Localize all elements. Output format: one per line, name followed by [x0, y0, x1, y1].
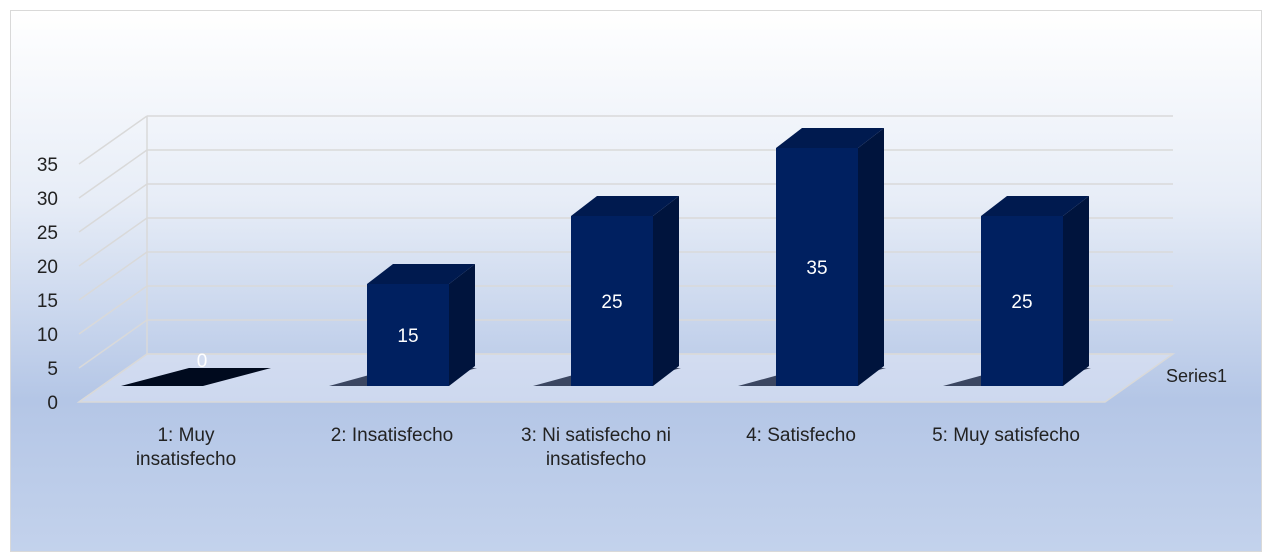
- x-tick-label: 2: Insatisfecho: [331, 425, 454, 446]
- x-tick-label-line: 4: Satisfecho: [746, 425, 856, 446]
- x-tick-label: 4: Satisfecho: [746, 425, 856, 446]
- data-label: 25: [601, 292, 622, 313]
- bar: [571, 216, 653, 386]
- gridline-wall: [78, 319, 148, 369]
- x-tick-label: 3: Ni satisfecho ni insatisfecho: [521, 425, 671, 470]
- bar-top: [981, 196, 1089, 216]
- y-tick-label: 15: [37, 291, 58, 312]
- y-tick-label: 30: [37, 189, 58, 210]
- y-tick-label: 5: [47, 359, 58, 380]
- bar: [776, 148, 858, 386]
- data-label: 35: [806, 258, 827, 279]
- gridline-wall: [78, 115, 148, 165]
- bar-side: [653, 196, 679, 386]
- gridline-wall: [78, 183, 148, 233]
- y-tick-label: 25: [37, 223, 58, 244]
- y-tick-label: 35: [37, 155, 58, 176]
- y-tick-label: 0: [47, 393, 58, 414]
- y-tick-label: 10: [37, 325, 58, 346]
- bar: [367, 284, 449, 386]
- gridline-wall: [78, 217, 148, 267]
- x-tick-label-line: 3: Ni satisfecho ni: [521, 425, 671, 446]
- x-tick-label-line: insatisfecho: [136, 449, 236, 470]
- bar: [121, 368, 271, 386]
- x-tick-label: 5: Muy satisfecho: [932, 425, 1080, 446]
- bar-side: [858, 128, 884, 386]
- x-tick-label-line: 5: Muy satisfecho: [932, 425, 1080, 446]
- bar-top: [367, 264, 475, 284]
- bar-top: [571, 196, 679, 216]
- y-tick-label: 20: [37, 257, 58, 278]
- data-label: 15: [397, 326, 418, 347]
- bar-side: [1063, 196, 1089, 386]
- data-label: 25: [1011, 292, 1032, 313]
- gridline-wall: [78, 251, 148, 301]
- x-tick-label-line: 1: Muy: [157, 425, 215, 446]
- data-label: 0: [197, 351, 208, 372]
- x-tick-label-line: 2: Insatisfecho: [331, 425, 454, 446]
- series-label: Series1: [1166, 366, 1227, 386]
- bar: [981, 216, 1063, 386]
- gridline-wall: [78, 285, 148, 335]
- bar-top: [776, 128, 884, 148]
- gridline-wall: [78, 149, 148, 199]
- gridline-wall: [78, 353, 148, 403]
- x-tick-label-line: insatisfecho: [546, 449, 646, 470]
- bar-side: [449, 264, 475, 386]
- x-tick-label: 1: Muy insatisfecho: [136, 425, 236, 470]
